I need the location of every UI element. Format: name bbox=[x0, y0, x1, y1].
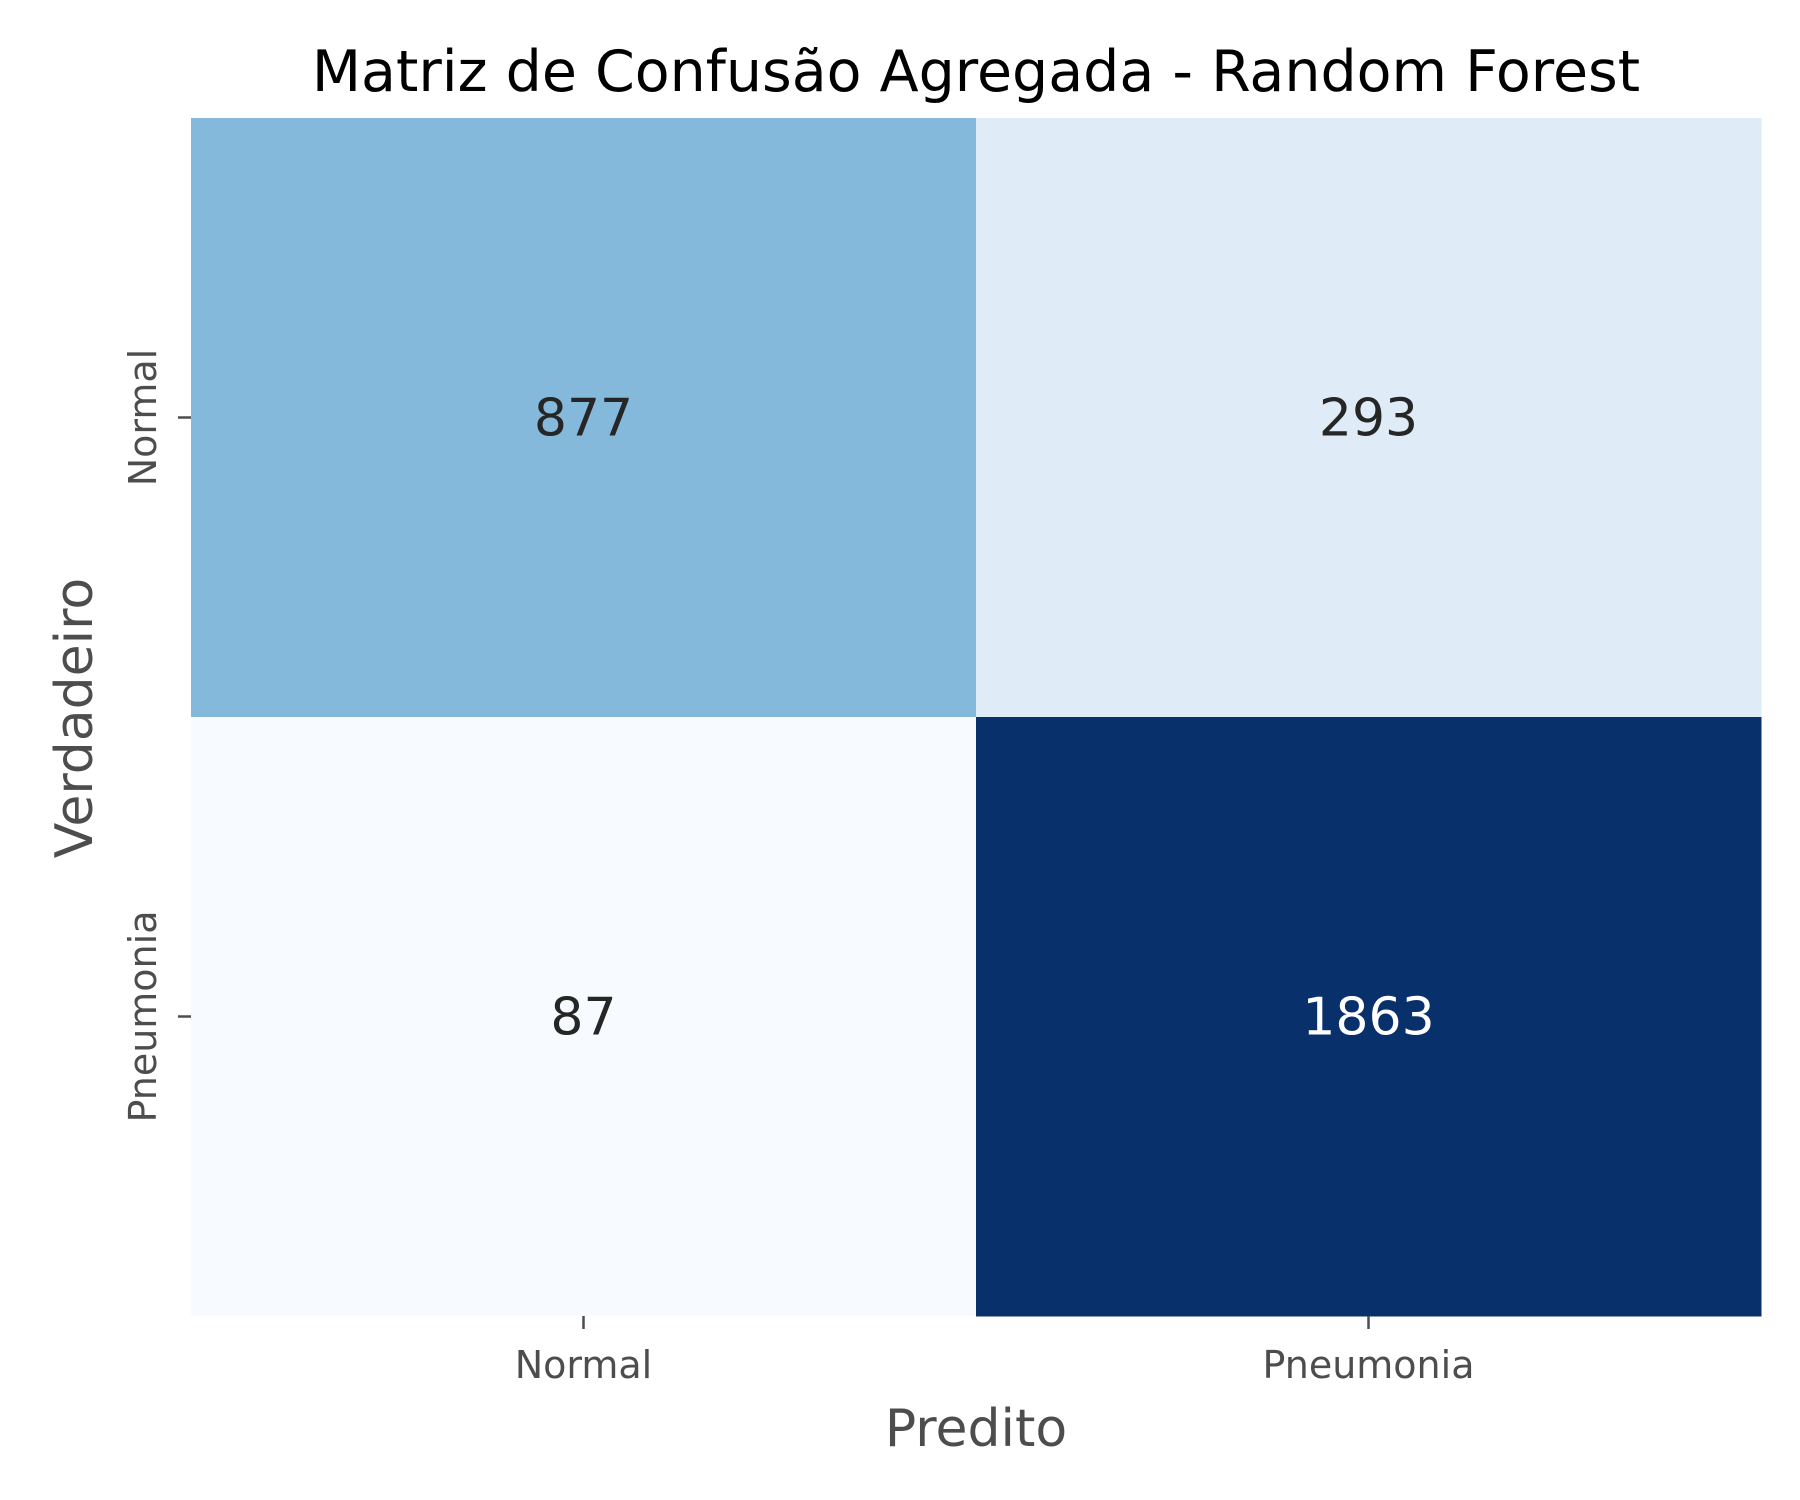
x-axis-ticks: Normal Pneumonia bbox=[515, 1316, 1475, 1387]
x-tick-label-1: Pneumonia bbox=[1263, 1343, 1475, 1387]
heatmap-cell-0-0 bbox=[191, 118, 977, 718]
heatmap-cells bbox=[191, 118, 1762, 1317]
chart-title: Matriz de Confusão Agregada - Random For… bbox=[312, 39, 1640, 105]
y-tick-label-0: Normal bbox=[121, 349, 165, 487]
cell-value-1-1: 1863 bbox=[1302, 988, 1434, 1048]
heatmap-cell-1-1 bbox=[976, 717, 1762, 1317]
y-axis-ticks: Normal Pneumonia bbox=[121, 349, 191, 1123]
heatmap-cell-1-0 bbox=[191, 717, 977, 1317]
cell-value-0-1: 293 bbox=[1319, 389, 1418, 449]
y-tick-label-1: Pneumonia bbox=[121, 911, 165, 1123]
cell-value-1-0: 87 bbox=[550, 988, 616, 1048]
heatmap-cell-0-1 bbox=[976, 118, 1762, 718]
x-tick-label-0: Normal bbox=[515, 1343, 653, 1387]
cell-annotations: 877 293 87 1863 bbox=[534, 389, 1435, 1048]
y-axis-label: Verdadeiro bbox=[45, 578, 105, 858]
cell-value-0-0: 877 bbox=[534, 389, 633, 449]
x-axis-label: Predito bbox=[885, 1399, 1067, 1459]
